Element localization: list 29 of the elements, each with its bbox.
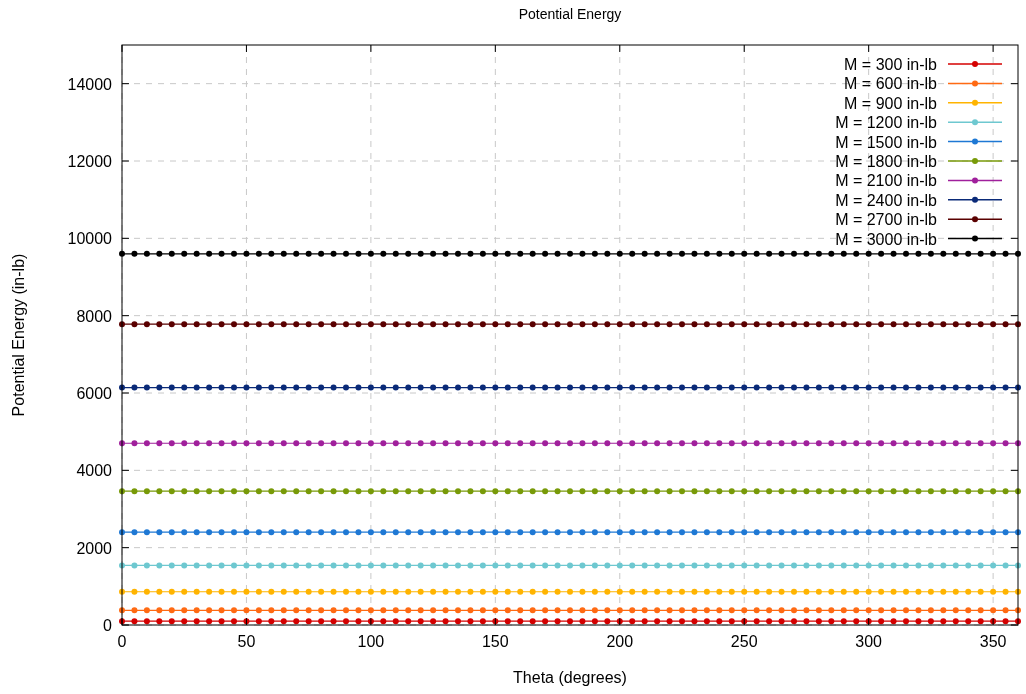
legend-label: M = 600 in-lb (844, 75, 938, 93)
legend-label: M = 2400 in-lb (835, 191, 938, 209)
x-tick-label: 50 (237, 633, 256, 650)
y-tick-label: 14000 (67, 75, 113, 93)
x-tick-label: 300 (855, 633, 883, 650)
chart-title: Potential Energy (518, 6, 622, 22)
y-tick-label: 0 (103, 617, 113, 634)
x-tick-label: 100 (357, 633, 385, 650)
y-tick-label: 6000 (76, 385, 113, 402)
legend-label: M = 2100 in-lb (835, 172, 938, 190)
x-axis-title: Theta (degrees) (513, 669, 627, 686)
y-tick-label: 10000 (67, 230, 113, 248)
legend-label: M = 300 in-lb (844, 56, 938, 73)
y-tick-label: 8000 (76, 307, 113, 325)
x-tick-label: 350 (979, 633, 1007, 650)
x-tick-label: 150 (481, 633, 509, 650)
y-axis-title: Potential Energy (in-lb) (10, 253, 27, 417)
x-tick-label: 200 (606, 633, 634, 650)
x-tick-label: 0 (117, 633, 127, 650)
legend-label: M = 1800 in-lb (835, 153, 938, 170)
y-tick-label: 2000 (76, 539, 113, 557)
legend-label: M = 1500 in-lb (835, 133, 938, 151)
x-tick-label: 250 (730, 633, 758, 650)
y-tick-label: 12000 (67, 153, 113, 170)
legend-label: M = 3000 in-lb (835, 230, 938, 248)
legend-label: M = 900 in-lb (844, 94, 938, 112)
legend-label: M = 1200 in-lb (835, 114, 938, 132)
legend-label: M = 2700 in-lb (835, 211, 938, 229)
y-tick-label: 4000 (76, 462, 113, 480)
